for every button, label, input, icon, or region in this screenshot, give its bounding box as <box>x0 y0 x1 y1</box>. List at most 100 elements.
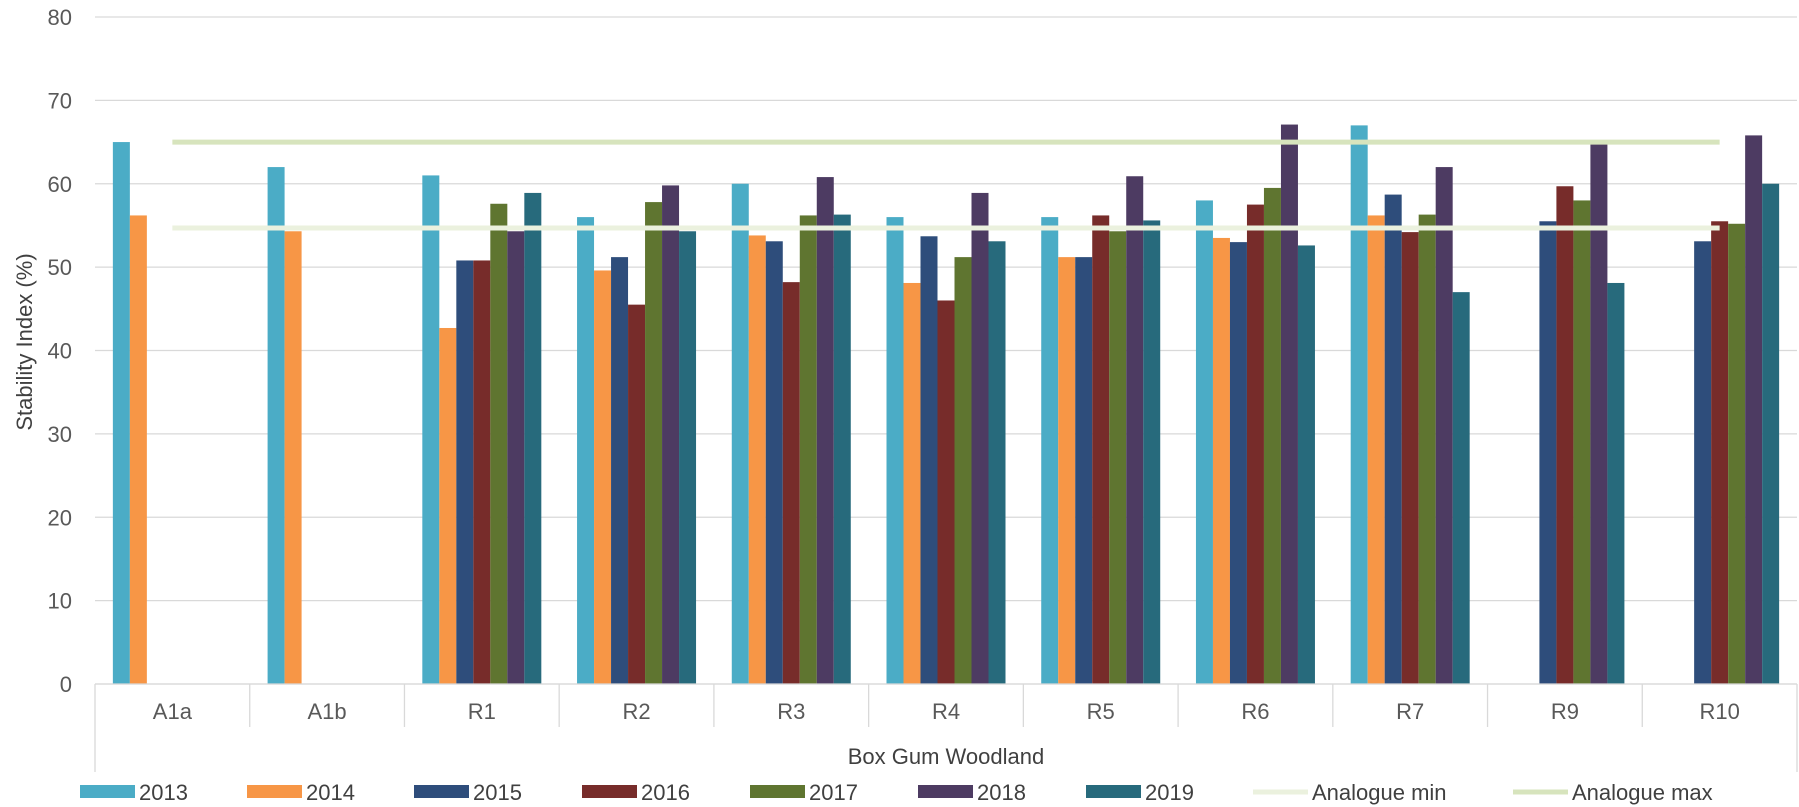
bar-2017-R4 <box>954 257 972 684</box>
legend-swatch <box>918 785 973 798</box>
bar-2018-R5 <box>1126 176 1144 684</box>
bar-2017-R7 <box>1418 214 1436 684</box>
bar-2013-R7 <box>1350 125 1368 684</box>
bar-2019-R5 <box>1143 220 1161 684</box>
bar-2015-R3 <box>765 241 783 684</box>
x-tick-label: R9 <box>1551 699 1579 724</box>
bar-2013-R4 <box>886 217 904 684</box>
legend-label: 2019 <box>1145 780 1194 805</box>
bar-2018-R4 <box>971 192 989 684</box>
x-axis-tick-labels: A1a A1b R1 R2 R3 R4 R5 R6 R7 R9 R10 <box>153 699 1740 724</box>
bar-2017-R10 <box>1728 223 1746 684</box>
bar-2017-R2 <box>645 202 663 684</box>
x-axis <box>94 683 1798 772</box>
legend-swatch <box>414 785 469 798</box>
bar-2013-R2 <box>577 217 595 684</box>
bar-2013-A1a <box>112 142 130 684</box>
bar-2017-R3 <box>799 215 817 684</box>
bar-2016-R3 <box>782 282 800 684</box>
x-tick-label: R10 <box>1699 699 1739 724</box>
bar-2016-R9 <box>1556 186 1574 684</box>
reference-lines <box>172 139 1720 231</box>
bar-2018-R6 <box>1280 124 1298 684</box>
bar-2018-R3 <box>816 177 834 684</box>
bar-2016-R7 <box>1401 232 1419 685</box>
bar-2016-R1 <box>473 260 491 684</box>
legend-label: Analogue min <box>1312 780 1447 805</box>
bar-2019-R3 <box>833 214 851 684</box>
bar-2019-R7 <box>1452 292 1470 684</box>
bar-2016-R5 <box>1092 215 1110 684</box>
bar-2015-R5 <box>1075 257 1093 684</box>
bar-2017-R9 <box>1573 200 1591 685</box>
bar-2019-R2 <box>679 231 697 684</box>
x-axis-title: Box Gum Woodland <box>848 744 1044 769</box>
bar-2016-R4 <box>937 300 955 684</box>
bar-2013-A1b <box>267 167 285 684</box>
bar-2013-R1 <box>422 175 440 684</box>
bar-2015-R1 <box>456 260 474 684</box>
y-tick-label: 60 <box>48 172 72 197</box>
bars <box>112 124 1780 685</box>
legend-swatch <box>1086 785 1141 798</box>
legend-swatch <box>582 785 637 798</box>
bar-2017-R5 <box>1109 231 1127 684</box>
bar-2014-A1b <box>284 231 302 684</box>
bar-2016-R10 <box>1711 221 1729 685</box>
bar-2017-R6 <box>1263 187 1281 684</box>
bar-2014-R7 <box>1367 215 1385 684</box>
bar-2015-R7 <box>1384 194 1402 684</box>
bar-2015-R6 <box>1229 242 1247 685</box>
bar-2014-R1 <box>439 327 457 684</box>
bar-2014-R3 <box>748 235 766 684</box>
x-tick-label: R4 <box>932 699 960 724</box>
y-tick-label: 50 <box>48 255 72 280</box>
bar-2013-R5 <box>1041 217 1059 684</box>
y-axis-ticks: 0 10 20 30 40 50 60 70 80 <box>48 5 72 697</box>
x-tick-label: R5 <box>1087 699 1115 724</box>
legend-label: 2017 <box>809 780 858 805</box>
bar-2016-R6 <box>1246 204 1264 684</box>
bar-2015-R9 <box>1539 221 1557 685</box>
x-tick-label: R3 <box>777 699 805 724</box>
bar-2019-R10 <box>1762 183 1780 684</box>
x-tick-label: A1b <box>308 699 347 724</box>
legend-label: 2014 <box>306 780 355 805</box>
legend-label: 2018 <box>977 780 1026 805</box>
bar-2015-R4 <box>920 236 938 684</box>
bar-2019-R4 <box>988 241 1006 684</box>
legend-swatch <box>750 785 805 798</box>
x-tick-label: R1 <box>468 699 496 724</box>
y-tick-label: 20 <box>48 505 72 530</box>
bar-2018-R10 <box>1745 135 1763 684</box>
bar-2017-R1 <box>490 203 508 684</box>
bar-2018-R9 <box>1590 143 1608 685</box>
bar-2014-R4 <box>903 282 921 684</box>
legend-swatch <box>247 785 302 798</box>
x-tick-label: A1a <box>153 699 193 724</box>
legend-swatch <box>80 785 135 798</box>
legend-label: 2016 <box>641 780 690 805</box>
x-tick-label: R6 <box>1241 699 1269 724</box>
bar-2014-R6 <box>1212 237 1230 684</box>
bar-2019-R1 <box>524 192 542 684</box>
y-axis-title: Stability Index (%) <box>12 253 37 430</box>
legend: 2013 2014 2015 2016 2017 2018 2019 Analogue min… <box>80 780 1713 805</box>
y-tick-label: 40 <box>48 339 72 364</box>
bar-2013-R6 <box>1195 200 1213 685</box>
bar-2015-R2 <box>611 257 629 684</box>
y-tick-label: 10 <box>48 589 72 614</box>
bar-2018-R1 <box>507 231 525 684</box>
bar-2014-R5 <box>1058 257 1076 684</box>
x-tick-label: R7 <box>1396 699 1424 724</box>
y-tick-label: 80 <box>48 5 72 30</box>
bar-2015-R10 <box>1694 241 1712 684</box>
y-tick-label: 70 <box>48 88 72 113</box>
bar-2016-R2 <box>628 304 646 684</box>
bar-2014-A1a <box>129 215 147 684</box>
legend-label: 2013 <box>139 780 188 805</box>
x-tick-label: R2 <box>622 699 650 724</box>
y-tick-label: 0 <box>60 672 72 697</box>
bar-2018-R2 <box>662 185 680 685</box>
